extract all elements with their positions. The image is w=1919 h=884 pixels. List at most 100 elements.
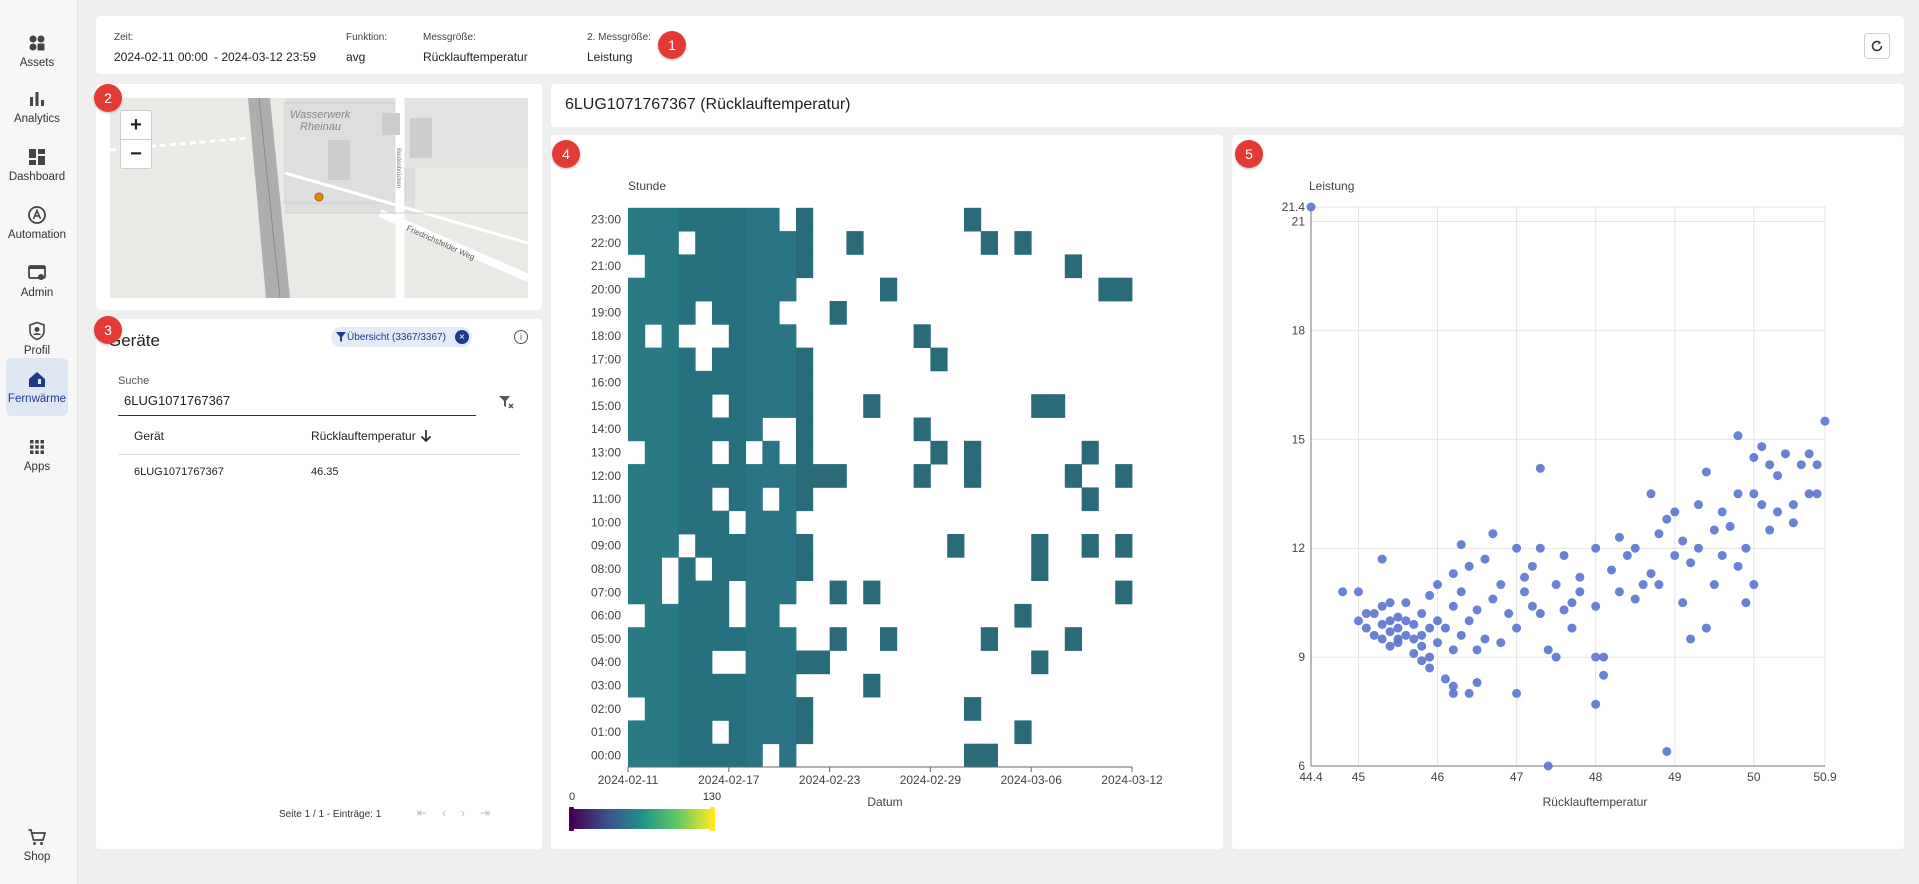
scatter-point[interactable] (1433, 580, 1443, 590)
scatter-point[interactable] (1773, 507, 1783, 517)
scatter-point[interactable] (1377, 601, 1387, 611)
scatter-point[interactable] (1780, 449, 1790, 459)
scatter-point[interactable] (1448, 645, 1458, 655)
funktion-value[interactable]: avg (346, 50, 366, 64)
scatter-point[interactable] (1353, 616, 1363, 626)
scatter-point[interactable] (1472, 678, 1482, 688)
scatter-point[interactable] (1678, 598, 1688, 608)
scatter-point[interactable] (1488, 529, 1498, 539)
scatter-point[interactable] (1535, 609, 1545, 619)
scatter-point[interactable] (1725, 521, 1735, 531)
scatter-point[interactable] (1448, 688, 1458, 698)
scatter-point[interactable] (1733, 561, 1743, 571)
scatter-point[interactable] (1709, 580, 1719, 590)
scatter-point[interactable] (1614, 587, 1624, 597)
scatter-point[interactable] (1488, 594, 1498, 604)
table-row[interactable]: 6LUG1071767367 46.35 (118, 455, 520, 491)
scatter-point[interactable] (1820, 416, 1830, 426)
scatter-point[interactable] (1757, 500, 1767, 510)
search-input[interactable]: 6LUG1071767367 (118, 390, 476, 416)
scatter-point[interactable] (1409, 634, 1419, 644)
scatter-point[interactable] (1425, 663, 1435, 673)
scatter-point[interactable] (1701, 623, 1711, 633)
scatter-point[interactable] (1417, 630, 1427, 640)
scatter-point[interactable] (1496, 580, 1506, 590)
column-header-device[interactable]: Gerät (134, 429, 165, 443)
scatter-point[interactable] (1425, 590, 1435, 600)
scatter-point[interactable] (1796, 460, 1806, 470)
scatter-point[interactable] (1559, 605, 1569, 615)
scatter-point[interactable] (1385, 598, 1395, 608)
nav-profil[interactable]: Profil (6, 312, 68, 366)
scatter-point[interactable] (1559, 550, 1569, 560)
refresh-button[interactable] (1864, 33, 1890, 59)
scatter-point[interactable] (1733, 489, 1743, 499)
scatter-point[interactable] (1440, 674, 1450, 684)
scatter-point[interactable] (1567, 623, 1577, 633)
scatter-point[interactable] (1385, 627, 1395, 637)
scatter-point[interactable] (1788, 518, 1798, 528)
scatter-point[interactable] (1749, 580, 1759, 590)
scatter-point[interactable] (1520, 572, 1530, 582)
info-icon[interactable]: i (514, 330, 528, 344)
scatter-point[interactable] (1654, 580, 1664, 590)
heatmap-chart[interactable]: Stunde Datum 00:00 01:00 02:00 03:00 04:00 05… (551, 135, 1223, 849)
scatter-point[interactable] (1638, 580, 1648, 590)
scatter-point[interactable] (1709, 525, 1719, 535)
nav-shop[interactable]: Shop (6, 818, 68, 872)
scatter-point[interactable] (1456, 630, 1466, 640)
scatter-point[interactable] (1527, 561, 1537, 571)
scatter-point[interactable] (1804, 449, 1814, 459)
scatter-point[interactable] (1393, 623, 1403, 633)
scatter-point[interactable] (1575, 587, 1585, 597)
scatter-point[interactable] (1425, 652, 1435, 662)
overview-filter-chip[interactable]: Übersicht (3367/3367) × (331, 327, 472, 347)
scatter-point[interactable] (1551, 580, 1561, 590)
scatter-point[interactable] (1567, 598, 1577, 608)
scatter-point[interactable] (1393, 638, 1403, 648)
scatter-point[interactable] (1765, 460, 1775, 470)
scatter-point[interactable] (1377, 554, 1387, 564)
nav-assets[interactable]: Assets (6, 24, 68, 78)
scatter-point[interactable] (1448, 569, 1458, 579)
scatter-point[interactable] (1480, 634, 1490, 644)
scatter-point[interactable] (1599, 652, 1609, 662)
scatter-point[interactable] (1401, 598, 1411, 608)
scatter-point[interactable] (1448, 601, 1458, 611)
scatter-point[interactable] (1670, 507, 1680, 517)
scatter-point[interactable] (1693, 543, 1703, 553)
scatter-point[interactable] (1472, 605, 1482, 615)
zoom-out-button[interactable]: − (120, 139, 152, 169)
scatter-point[interactable] (1717, 507, 1727, 517)
scatter-point[interactable] (1591, 543, 1601, 553)
clear-filter-icon[interactable] (498, 394, 514, 415)
nav-automation[interactable]: Automation (6, 196, 68, 250)
nav-dashboard[interactable]: Dashboard (6, 138, 68, 192)
scatter-point[interactable] (1409, 648, 1419, 658)
nav-fernwaerme[interactable]: Fernwärme (6, 358, 68, 416)
scatter-point[interactable] (1401, 616, 1411, 626)
map[interactable]: Wasserwerk Rheinau Friedrichsfelder Weg … (110, 98, 528, 298)
scatter-point[interactable] (1701, 467, 1711, 477)
scatter-point[interactable] (1433, 616, 1443, 626)
scatter-point[interactable] (1773, 471, 1783, 481)
colorscale-min-handle[interactable] (569, 807, 574, 831)
scatter-point[interactable] (1686, 558, 1696, 568)
scatter-point[interactable] (1306, 202, 1316, 212)
zoom-in-button[interactable]: + (120, 110, 152, 140)
scatter-point[interactable] (1535, 463, 1545, 473)
zeit-from[interactable]: 2024-02-11 00:00 (114, 50, 208, 64)
scatter-point[interactable] (1504, 609, 1514, 619)
scatter-point[interactable] (1535, 543, 1545, 553)
messgroesse2-value[interactable]: Leistung (587, 50, 633, 64)
scatter-point[interactable] (1417, 609, 1427, 619)
scatter-point[interactable] (1749, 489, 1759, 499)
scatter-point[interactable] (1464, 561, 1474, 571)
scatter-point[interactable] (1520, 587, 1530, 597)
scatter-point[interactable] (1646, 569, 1656, 579)
scatter-point[interactable] (1591, 699, 1601, 709)
scatter-point[interactable] (1630, 594, 1640, 604)
scatter-point[interactable] (1804, 489, 1814, 499)
scatter-point[interactable] (1543, 761, 1553, 771)
scatter-point[interactable] (1693, 500, 1703, 510)
